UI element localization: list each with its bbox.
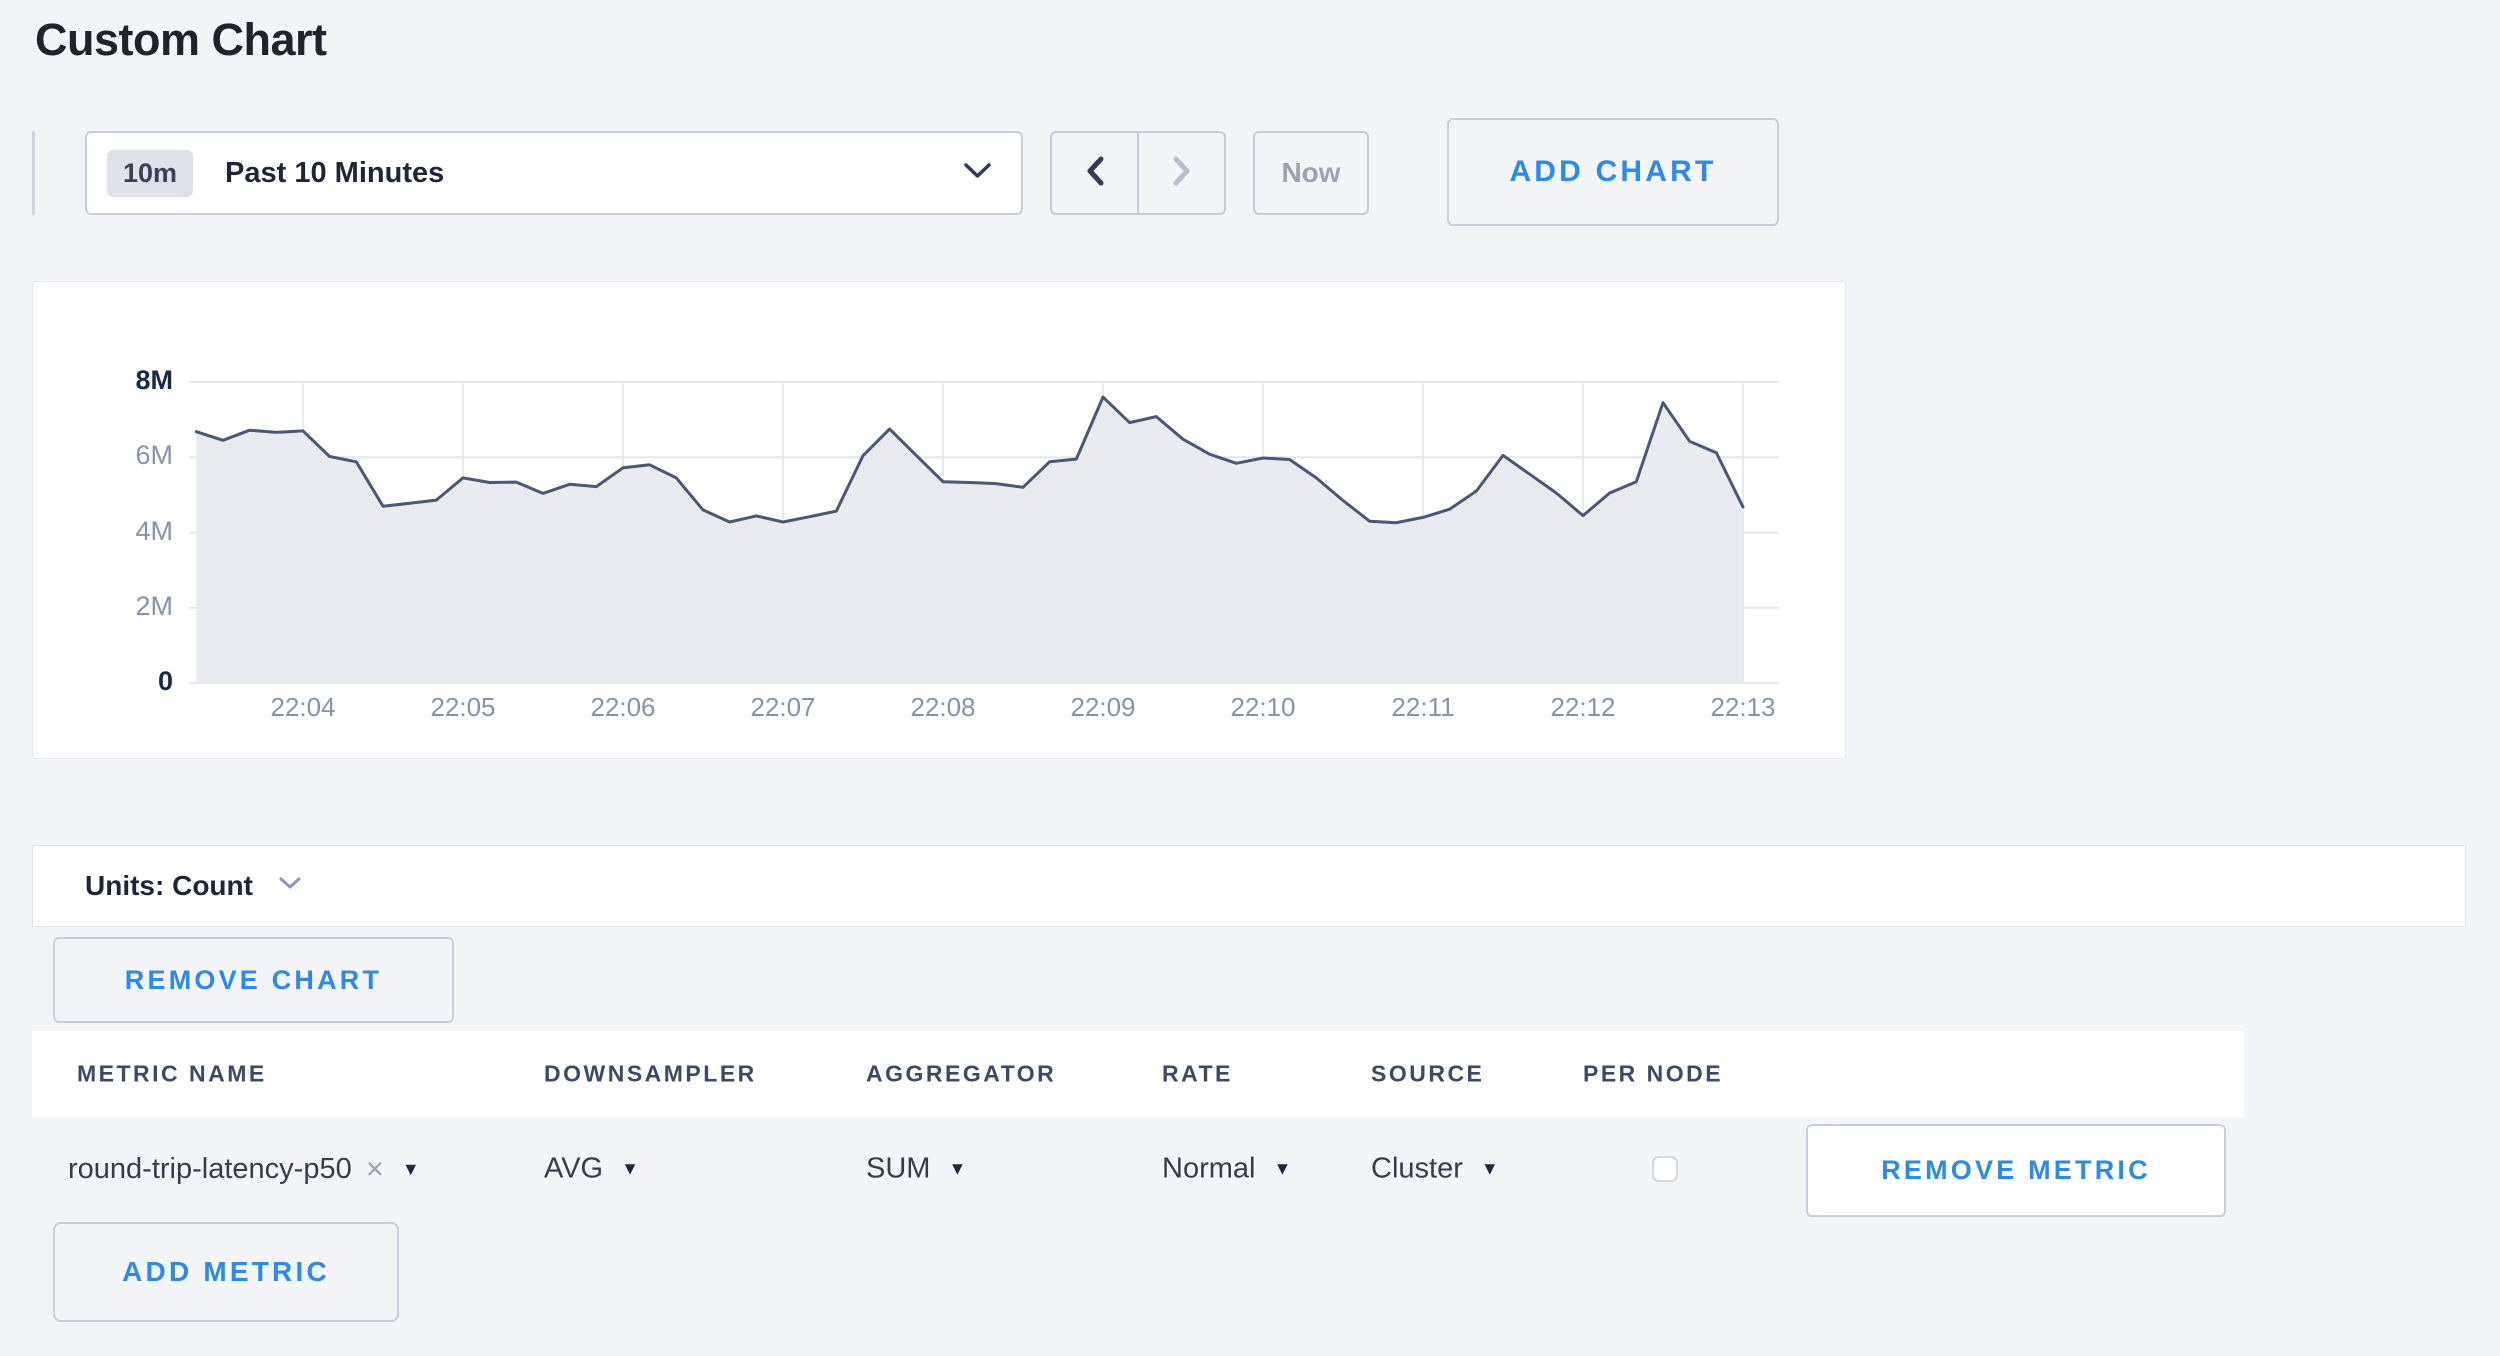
aggregator-value: SUM [866,1152,931,1185]
chart-plot[interactable] [33,282,1847,760]
time-step-group [1050,131,1226,215]
x-axis-tick: 22:08 [910,692,976,722]
metric-row: round-trip-latency-p50 × ▼ AVG ▼ SUM ▼ N… [32,1116,2466,1222]
time-step-back-button[interactable] [1052,133,1139,213]
downsampler-value: AVG [544,1152,604,1185]
rate-select[interactable]: Normal ▼ [1162,1153,1291,1186]
remove-chart-button[interactable]: REMOVE CHART [53,937,454,1023]
x-axis-tick: 22:11 [1391,692,1455,722]
x-axis-tick: 22:05 [430,692,496,722]
y-axis-tick: 4M [135,516,173,546]
caret-down-icon: ▼ [621,1158,639,1179]
x-axis-tick: 22:09 [1070,692,1136,722]
time-step-forward-button[interactable] [1139,133,1224,213]
now-button[interactable]: Now [1253,131,1369,215]
col-header-downsampler: DOWNSAMPLER [544,1060,757,1087]
col-header-aggregator: AGGREGATOR [866,1060,1057,1087]
y-axis-tick: 0 [157,666,173,696]
y-axis-tick: 8M [135,365,173,395]
col-header-per-node: PER NODE [1583,1060,1724,1087]
page-title: Custom Chart [35,14,327,65]
time-range-badge: 10m [107,149,194,197]
toolbar-divider [32,131,35,215]
remove-metric-button[interactable]: REMOVE METRIC [1806,1124,2226,1217]
rate-value: Normal [1162,1152,1256,1185]
y-axis-tick: 2M [135,591,173,621]
add-chart-button[interactable]: ADD CHART [1447,118,1779,226]
y-axis-tick: 6M [135,440,173,470]
time-range-dropdown[interactable]: 10m Past 10 Minutes [85,131,1023,215]
source-value: Cluster [1371,1152,1463,1185]
metric-name-select[interactable]: round-trip-latency-p50 × ▼ [68,1151,420,1187]
caret-down-icon: ▼ [948,1158,967,1179]
chevron-down-icon [964,162,991,184]
downsampler-select[interactable]: AVG ▼ [544,1153,639,1186]
x-axis-tick: 22:04 [270,692,336,722]
source-select[interactable]: Cluster ▼ [1371,1153,1499,1186]
chevron-right-icon [1171,155,1193,192]
units-dropdown[interactable]: Units: Count [32,845,2466,927]
x-axis-tick: 22:07 [750,692,816,722]
aggregator-select[interactable]: SUM ▼ [866,1153,966,1186]
add-metric-button[interactable]: ADD METRIC [53,1222,399,1322]
x-axis-tick: 22:12 [1550,692,1616,722]
chart-card: 0 2M 4M 6M 8M 22:04 22:05 22:06 22:07 22:08 22:09 2… [32,281,1846,759]
chevron-left-icon [1084,155,1106,192]
col-header-source: SOURCE [1371,1060,1485,1087]
col-header-metric-name: METRIC NAME [77,1060,267,1087]
per-node-checkbox[interactable] [1652,1156,1678,1182]
remove-tag-icon[interactable]: × [365,1151,384,1186]
x-axis-tick: 22:06 [590,692,656,722]
caret-down-icon: ▼ [401,1158,420,1179]
caret-down-icon: ▼ [1273,1158,1292,1179]
col-header-rate: RATE [1162,1060,1233,1087]
caret-down-icon: ▼ [1480,1158,1499,1179]
metric-name-value: round-trip-latency-p50 [68,1152,352,1185]
time-range-label: Past 10 Minutes [225,156,445,189]
x-axis-tick: 22:13 [1710,692,1776,722]
units-label: Units: Count [85,870,253,901]
chevron-down-icon [279,877,301,895]
x-axis-tick: 22:10 [1230,692,1296,722]
metrics-table-header: METRIC NAME DOWNSAMPLER AGGREGATOR RATE … [32,1031,2244,1117]
